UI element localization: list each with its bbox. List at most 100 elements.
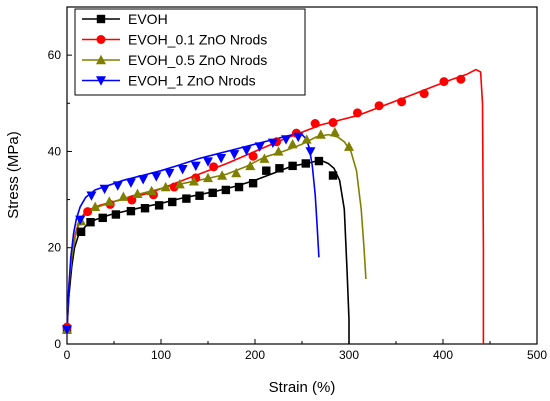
data-point [241,146,252,156]
data-point [104,196,115,206]
data-point [75,215,86,225]
x-tick-label-200: 200 [245,348,265,362]
data-point [140,204,150,213]
legend-label-3: EVOH_1 ZnO Nrods [128,73,256,89]
legend-marker-0 [96,14,106,24]
y-axis-title: Stress (MPa) [5,131,22,219]
data-point [374,101,384,111]
data-point [397,97,407,107]
x-tick-label-100: 100 [151,348,171,362]
series-markers-1 [62,74,466,332]
data-point [195,191,204,200]
x-tick-label-400: 400 [433,348,453,362]
legend-marker-2 [96,54,106,65]
data-point [248,179,258,188]
data-point [125,178,136,188]
data-point [314,156,324,166]
data-point [168,197,177,207]
data-point [208,188,217,198]
data-point [344,141,354,151]
data-point [76,227,86,237]
data-point [209,162,219,172]
data-point [86,217,95,227]
legend-label-1: EVOH_0.1 ZnO Nrods [128,32,267,48]
data-point [62,325,72,335]
data-point [217,170,228,180]
data-point [203,172,213,183]
data-point [112,181,123,191]
data-point [254,142,265,152]
data-point [138,175,149,185]
data-point [288,161,297,171]
data-point [419,89,429,99]
data-point [310,119,320,129]
series-markers-2 [62,126,354,334]
legend-label-2: EVOH_0.5 ZnO Nrods [128,52,267,68]
data-point [234,182,244,192]
data-point [118,191,129,201]
data-point [293,132,304,143]
data-point [111,210,121,219]
data-point [315,129,326,139]
x-tick-label-300: 300 [339,348,359,362]
data-point [221,185,231,195]
data-point [177,165,188,175]
data-point [248,151,258,161]
data-point [328,118,338,128]
data-point [151,172,162,182]
y-tick-label-0: 0 [54,337,61,351]
legend: EVOH EVOH_0.1 ZnO Nrods EVOH_0.5 ZnO Nrods… [74,8,306,96]
data-point [328,171,338,180]
data-point [329,126,340,137]
series-markers-0 [62,156,338,334]
data-point [160,181,171,192]
x-axis-title: Strain (%) [269,379,336,396]
data-point [169,182,179,192]
data-point [203,157,213,167]
legend-marker-3 [96,76,106,86]
data-point [154,201,164,210]
data-point [262,166,271,175]
data-point [98,213,107,223]
data-point [259,153,270,163]
data-point [99,184,110,195]
data-point [456,74,466,84]
series-line-0 [66,160,350,344]
data-point [231,167,242,178]
data-point [281,135,292,145]
y-tick-label-20: 20 [48,241,62,255]
data-point [216,153,227,164]
data-point [190,161,201,172]
series-line-1 [66,68,485,344]
data-point [352,108,362,118]
data-point [90,201,101,211]
axis-ticks: 0 100 200 300 400 500 0 20 40 60 [48,6,547,362]
y-tick-label-40: 40 [48,144,62,158]
data-point [182,194,191,203]
data-point [275,164,284,173]
legend-marker-1 [96,35,106,44]
data-point [132,188,143,198]
data-point [439,77,449,87]
data-point [229,150,240,160]
data-point [86,191,97,201]
data-point [146,185,157,196]
data-point [83,207,93,217]
data-point [245,160,256,171]
data-point [287,139,298,149]
data-point [164,168,175,179]
legend-label-0: EVOH [128,11,168,27]
y-tick-label-60: 60 [48,48,62,62]
x-tick-label-0: 0 [64,348,71,362]
data-point [273,146,284,156]
data-point [305,147,316,157]
data-point [174,178,185,189]
data-point [301,159,310,168]
series-markers [62,74,466,335]
series-markers-3 [62,132,316,335]
data-point [188,176,199,186]
series-lines [66,68,485,344]
x-tick-label-500: 500 [527,348,547,362]
data-point [267,138,278,148]
